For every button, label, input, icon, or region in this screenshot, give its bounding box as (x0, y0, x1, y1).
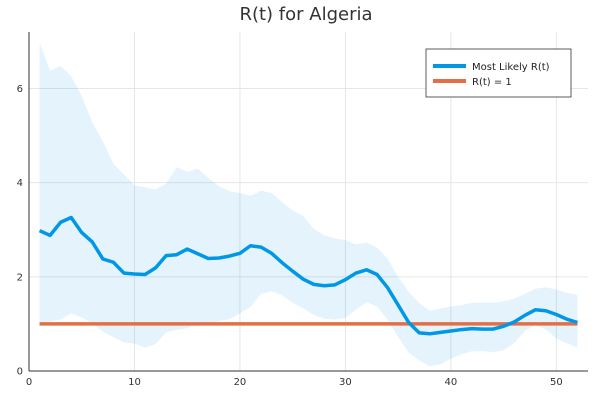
y-tick-label: 4 (17, 178, 23, 189)
x-tick-label: 10 (128, 377, 141, 388)
x-tick-labels: 0 10 20 30 40 50 (26, 377, 563, 388)
legend-label-r-equals-1: R(t) = 1 (472, 77, 512, 88)
x-tick-label: 40 (445, 377, 458, 388)
legend-box (425, 48, 572, 98)
x-tick-label: 50 (550, 377, 563, 388)
legend-label-most-likely: Most Likely R(t) (472, 62, 550, 73)
y-tick-labels: 0 2 4 6 (17, 84, 23, 378)
y-tick-label: 6 (17, 84, 23, 95)
y-tick-label: 2 (17, 272, 23, 283)
confidence-band (39, 42, 578, 367)
series-line-most-likely (38, 215, 578, 336)
legend: Most Likely R(t) R(t) = 1 (425, 48, 572, 98)
y-tick-label: 0 (17, 367, 23, 378)
x-tick-label: 20 (234, 377, 247, 388)
series-lines (38, 215, 578, 336)
x-tick-label: 0 (26, 377, 32, 388)
chart-title: R(t) for Algeria (239, 4, 372, 25)
x-tick-label: 30 (339, 377, 352, 388)
